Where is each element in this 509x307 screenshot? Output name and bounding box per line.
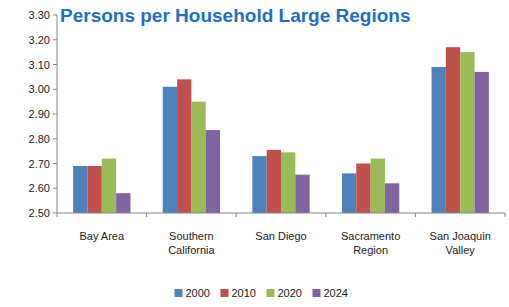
- y-tick-label: 2.80: [29, 133, 50, 145]
- legend-swatch: [175, 289, 183, 297]
- bar: [177, 79, 191, 213]
- y-tick: [53, 213, 57, 214]
- x-tick: [325, 213, 326, 217]
- y-tick-label: 3.10: [29, 59, 50, 71]
- bar: [460, 52, 474, 213]
- x-tick-label: Bay Area: [79, 230, 125, 242]
- y-tick-label: 2.90: [29, 108, 50, 120]
- legend-label: 2020: [278, 287, 302, 299]
- x-tick-label: SouthernCalifornia: [168, 230, 215, 256]
- bar: [73, 166, 87, 213]
- y-tick-label: 3.30: [29, 9, 50, 21]
- bar: [446, 47, 460, 213]
- y-tick: [53, 114, 57, 115]
- y-axis: [57, 15, 58, 213]
- bars: [73, 47, 489, 213]
- bar: [342, 173, 356, 213]
- x-tick: [146, 213, 147, 217]
- x-tick: [415, 213, 416, 217]
- bar: [295, 175, 309, 213]
- y-tick: [53, 15, 57, 16]
- x-tick: [57, 213, 58, 217]
- x-tick: [236, 213, 237, 217]
- y-tick: [53, 163, 57, 164]
- chart-svg: Persons per Household Large Regions 2.50 2…: [0, 0, 509, 307]
- x-tick-label: SacramentoRegion: [341, 230, 400, 256]
- x-tick-label: San JoaquinValley: [430, 230, 491, 256]
- y-tick-label: 2.60: [29, 182, 50, 194]
- y-tick-label: 2.70: [29, 158, 50, 170]
- x-tick-label: San Diego: [255, 230, 306, 242]
- y-tick: [53, 138, 57, 139]
- y-tick-label: 3.20: [29, 34, 50, 46]
- bar: [267, 150, 281, 213]
- y-tick: [53, 64, 57, 65]
- legend-label: 2024: [324, 287, 348, 299]
- bar: [475, 72, 489, 213]
- bar: [432, 67, 446, 213]
- y-tick: [53, 39, 57, 40]
- bar: [116, 193, 130, 213]
- y-tick-label: 2.50: [29, 207, 50, 219]
- bar: [87, 166, 101, 213]
- x-axis: [57, 213, 505, 214]
- bar: [191, 102, 205, 213]
- legend-swatch: [313, 289, 321, 297]
- x-tick: [505, 213, 506, 217]
- bar: [385, 183, 399, 213]
- legend-label: 2000: [186, 287, 210, 299]
- bar: [252, 156, 266, 213]
- bar: [356, 164, 370, 214]
- bar: [371, 159, 385, 213]
- bar: [102, 159, 116, 213]
- title: Persons per Household Large Regions: [60, 5, 411, 26]
- legend-swatch: [221, 289, 229, 297]
- chart-container: Persons per Household Large Regions 2.50 2…: [0, 0, 509, 307]
- bar: [206, 130, 220, 213]
- y-tick: [53, 89, 57, 90]
- bar: [281, 152, 295, 213]
- legend-swatch: [267, 289, 275, 297]
- legend-label: 2010: [232, 287, 256, 299]
- y-tick: [53, 188, 57, 189]
- y-tick-label: 3.00: [29, 83, 50, 95]
- bar: [163, 87, 177, 213]
